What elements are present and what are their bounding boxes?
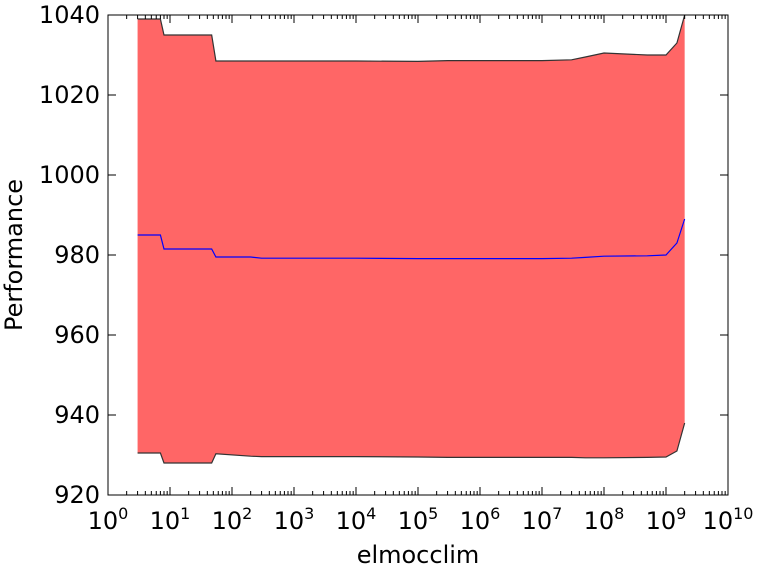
x-tick-exponent: 6 [490,504,500,523]
x-tick-base: 10 [703,507,734,535]
x-tick-base: 10 [646,507,677,535]
x-tick-exponent: 5 [428,504,438,523]
x-tick-label: 107 [522,504,563,535]
band-layer [137,15,685,463]
x-tick-base: 10 [584,507,615,535]
y-tick-label: 1000 [39,161,100,189]
x-tick-base: 10 [522,507,553,535]
x-tick-exponent: 0 [118,504,128,523]
x-tick-exponent: 4 [366,504,376,523]
x-tick-label: 100 [88,504,129,535]
x-tick-exponent: 3 [304,504,314,523]
x-tick-label: 108 [584,504,625,535]
x-tick-base: 10 [88,507,119,535]
x-axis-label: elmocclim [357,541,480,569]
x-tick-base: 10 [336,507,367,535]
y-tick-label: 1040 [39,1,100,29]
y-tick-label: 920 [54,481,100,509]
y-axis-label: Performance [0,179,28,331]
x-tick-exponent: 9 [676,504,686,523]
x-tick-exponent: 7 [552,504,562,523]
x-tick-base: 10 [150,507,181,535]
x-tick-exponent: 1 [180,504,190,523]
x-tick-base: 10 [398,507,429,535]
y-tick-label: 960 [54,321,100,349]
x-tick-base: 10 [460,507,491,535]
y-tick-label: 1020 [39,81,100,109]
upper-bound-line [137,14,686,63]
x-tick-exponent: 10 [733,504,753,523]
x-tick-label: 106 [460,504,501,535]
y-tick-label: 940 [54,401,100,429]
mean-line [137,218,686,260]
y-tick-label: 980 [54,241,100,269]
line-layer [137,14,686,464]
x-tick-label: 109 [646,504,687,535]
x-tick-label: 102 [212,504,253,535]
x-tick-label: 103 [274,504,315,535]
x-tick-label: 1010 [703,504,754,535]
tick-label-layer: 100 101 102 103 104 105 106 107 108 109 1010920940… [39,1,754,535]
x-tick-label: 101 [150,504,191,535]
tick-layer [107,14,729,496]
confidence-band [137,15,685,463]
x-tick-label: 105 [398,504,439,535]
x-tick-base: 10 [274,507,305,535]
x-tick-exponent: 8 [614,504,624,523]
x-tick-label: 104 [336,504,377,535]
lower-bound-line [137,422,686,464]
x-tick-exponent: 2 [242,504,252,523]
x-tick-base: 10 [212,507,243,535]
